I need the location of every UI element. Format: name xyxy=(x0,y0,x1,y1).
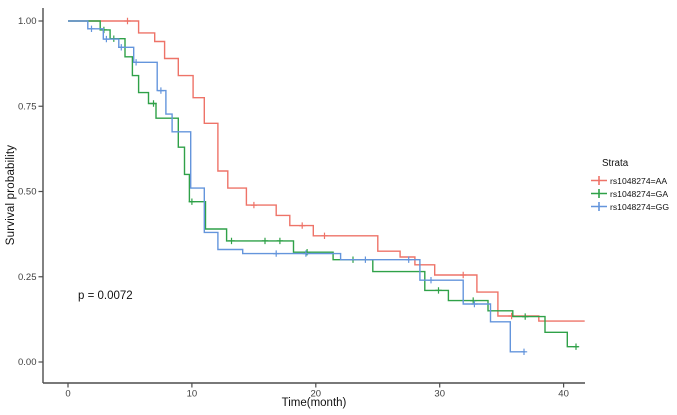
survival-curve-ga xyxy=(68,20,579,348)
survival-curve-aa xyxy=(68,20,585,322)
y-tick-label: 1.00 xyxy=(18,16,37,27)
censor-plus-icon-path xyxy=(591,176,607,185)
censor-plus-icon xyxy=(591,202,607,211)
legend-label-gg: rs1048274=GG xyxy=(610,201,670,212)
censor-plus-icon-path xyxy=(591,202,607,211)
x-tick-label: 40 xyxy=(558,389,569,400)
y-tick-label: 0.25 xyxy=(18,272,37,283)
y-tick-label: 0.50 xyxy=(18,187,37,198)
censor-marks-aa xyxy=(124,17,515,320)
legend-title: Strata xyxy=(602,158,629,169)
censor-marks-gg xyxy=(88,25,528,355)
y-axis-title: Survival probability xyxy=(5,144,17,246)
x-tick-label: 30 xyxy=(434,389,445,400)
censor-plus-icon xyxy=(591,189,607,198)
legend-label-ga: rs1048274=GA xyxy=(610,188,669,199)
legend-item-aa: rs1048274=AA xyxy=(591,174,677,187)
p-value-annotation: p = 0.0072 xyxy=(78,290,133,302)
x-tick-label: 0 xyxy=(65,389,70,400)
legend-item-ga: rs1048274=GA xyxy=(591,187,677,200)
x-axis-title: Time(month) xyxy=(281,397,347,409)
x-tick-label: 20 xyxy=(311,389,322,400)
survival-curve-gg xyxy=(68,20,526,353)
legend-item-gg: rs1048274=GG xyxy=(591,200,677,213)
y-tick-label: 0.75 xyxy=(18,101,37,112)
x-tick-label: 10 xyxy=(187,389,198,400)
censor-marks-ga xyxy=(100,26,580,350)
censor-plus-icon xyxy=(591,176,607,185)
legend: Strata rs1048274=AA rs1048274=GA rs10482… xyxy=(591,158,677,213)
legend-label-aa: rs1048274=AA xyxy=(610,175,668,186)
censor-plus-icon-path xyxy=(591,189,607,198)
y-tick-label: 0.00 xyxy=(18,357,37,368)
